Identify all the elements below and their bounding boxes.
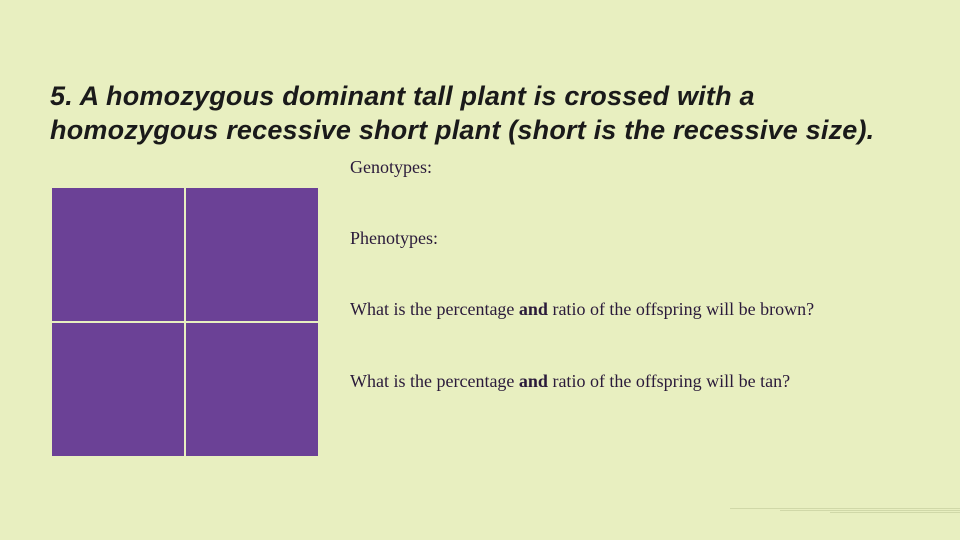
decoration-line bbox=[830, 512, 960, 513]
question-text: ratio of the offspring will be brown? bbox=[548, 299, 814, 319]
phenotypes-label: Phenotypes: bbox=[350, 227, 910, 250]
punnett-square-container bbox=[50, 156, 340, 458]
questions-column: Genotypes: Phenotypes: What is the perce… bbox=[340, 156, 910, 442]
question-text: ratio of the offspring will be tan? bbox=[548, 371, 790, 391]
decoration-line bbox=[730, 508, 960, 509]
question-brown: What is the percentage and ratio of the … bbox=[350, 298, 910, 321]
slide: 5. A homozygous dominant tall plant is c… bbox=[0, 0, 960, 540]
question-text: What is the percentage bbox=[350, 299, 519, 319]
table-row bbox=[51, 322, 319, 457]
punnett-square bbox=[50, 186, 320, 458]
punnett-cell bbox=[51, 187, 185, 322]
question-text: What is the percentage bbox=[350, 371, 519, 391]
table-row bbox=[51, 187, 319, 322]
punnett-cell bbox=[185, 187, 319, 322]
content-row: Genotypes: Phenotypes: What is the perce… bbox=[50, 156, 910, 458]
decoration-line bbox=[780, 510, 960, 511]
punnett-cell bbox=[51, 322, 185, 457]
genotypes-label: Genotypes: bbox=[350, 156, 910, 179]
slide-decoration bbox=[730, 508, 960, 512]
question-title: 5. A homozygous dominant tall plant is c… bbox=[50, 80, 910, 148]
question-tan: What is the percentage and ratio of the … bbox=[350, 370, 910, 393]
question-bold: and bbox=[519, 299, 548, 319]
punnett-cell bbox=[185, 322, 319, 457]
question-bold: and bbox=[519, 371, 548, 391]
